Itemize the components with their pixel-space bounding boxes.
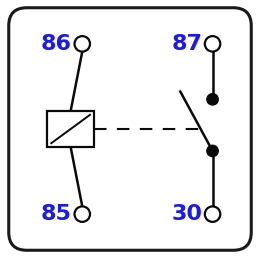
FancyBboxPatch shape xyxy=(9,8,251,250)
Text: 30: 30 xyxy=(171,204,202,224)
Circle shape xyxy=(75,36,90,52)
Circle shape xyxy=(75,206,90,222)
Text: 87: 87 xyxy=(171,34,202,54)
Circle shape xyxy=(205,206,220,222)
Bar xyxy=(47,111,94,147)
Circle shape xyxy=(207,94,218,105)
Circle shape xyxy=(205,36,220,52)
Text: 86: 86 xyxy=(41,34,72,54)
Text: 85: 85 xyxy=(41,204,72,224)
Circle shape xyxy=(207,145,218,157)
